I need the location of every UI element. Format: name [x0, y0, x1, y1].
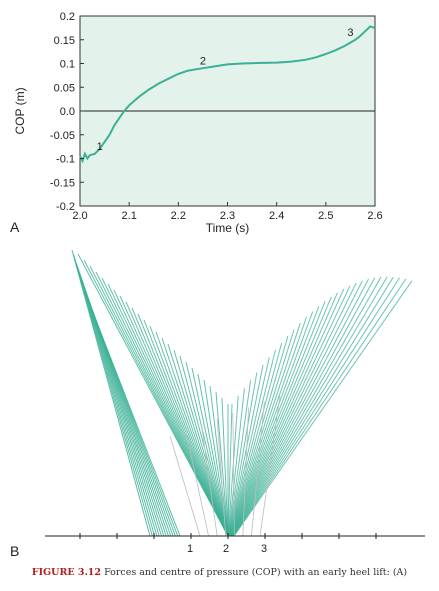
force-vector-faint [242, 407, 249, 537]
force-vector [119, 295, 229, 537]
chart-a: 2.0 2.1 2.2 2.3 2.4 2.5 2.6 0.2 0.15 0.1 0.05 0.0 -… [10, 11, 383, 235]
force-vector [229, 329, 295, 537]
point-annotation-3: 3 [347, 27, 353, 39]
force-vector [231, 285, 351, 537]
force-vector [230, 317, 307, 537]
force-vector [161, 337, 229, 537]
force-vector [113, 289, 229, 537]
force-vector-faint [185, 430, 209, 537]
force-vector [231, 292, 338, 537]
force-vector [179, 355, 229, 537]
force-vector [227, 403, 233, 537]
y-tick-label: -0.15 [50, 177, 75, 189]
caption-text: Forces and centre of pressure (COP) with… [104, 567, 408, 578]
force-vector-faint [169, 435, 201, 537]
y-tick-label: 0.1 [60, 59, 75, 71]
force-vector [91, 309, 181, 537]
force-vector [228, 380, 252, 537]
x-tick-label: 2.3 [220, 210, 235, 222]
figure-caption: FIGURE 3.12 Forces and centre of pressur… [0, 567, 439, 578]
force-vector [229, 335, 289, 537]
x-tick-label: 2.6 [367, 210, 382, 222]
y-tick-label: 0.2 [60, 11, 75, 23]
x-tick-label: 2.1 [122, 210, 137, 222]
x-tick-label: 2.0 [72, 210, 87, 222]
cop-annotation-2: 2 [223, 543, 229, 555]
force-vector [173, 349, 229, 537]
force-vector [233, 280, 413, 537]
force-vector [215, 391, 229, 537]
force-vector-faint [232, 413, 235, 537]
force-vector [229, 342, 283, 537]
force-vector [232, 277, 376, 537]
force-vector [74, 259, 156, 537]
panel-label-a: A [10, 219, 20, 235]
cop-series-line [79, 25, 376, 164]
force-vector [155, 331, 229, 537]
y-tick-label: -0.2 [56, 201, 75, 213]
force-vector [231, 282, 357, 537]
force-vector [231, 288, 345, 537]
force-vector [232, 276, 394, 537]
force-vector [143, 319, 229, 537]
y-tick-label: -0.05 [50, 130, 75, 142]
force-vector-faint [251, 401, 265, 537]
force-vector [167, 343, 229, 537]
force-vector [149, 325, 229, 537]
force-vector [191, 367, 229, 537]
y-tick-label: 0.15 [54, 35, 75, 47]
force-vector [73, 254, 153, 537]
force-vector [185, 361, 229, 537]
cop-annotation-1: 1 [187, 543, 193, 555]
force-vector [71, 249, 151, 537]
force-vector [233, 278, 407, 537]
y-tick-label: -0.1 [56, 154, 75, 166]
force-vector [197, 373, 229, 537]
force-vector [233, 277, 401, 537]
panel-label-b: B [10, 543, 19, 559]
point-annotation-1: 1 [97, 141, 103, 153]
force-vector [230, 296, 332, 537]
force-vector-faint [201, 424, 218, 537]
force-vector [125, 301, 229, 537]
y-axis-label: COP (m) [13, 87, 27, 134]
force-vector [227, 388, 245, 537]
force-vector [228, 357, 270, 537]
force-vector-faint [216, 418, 227, 537]
y-tick-label: 0.05 [54, 82, 75, 94]
cop-annotation-3: 3 [261, 543, 267, 555]
force-vector [231, 280, 363, 537]
x-tick-label: 2.4 [269, 210, 284, 222]
force-vector [137, 313, 229, 537]
force-vector [209, 385, 229, 537]
force-vector [228, 364, 264, 537]
force-vector [232, 278, 369, 537]
force-vector [230, 306, 320, 537]
force-vector [228, 349, 276, 537]
force-vector [221, 397, 229, 537]
figure-number: FIGURE 3.12 [31, 567, 102, 578]
chart-b: 1 2 3 B [10, 249, 425, 559]
force-vector [229, 323, 301, 537]
force-vector [232, 276, 382, 537]
y-tick-label: 0.0 [60, 106, 75, 118]
x-axis-label: Time (s) [206, 221, 250, 235]
point-annotation-2: 2 [200, 55, 206, 67]
x-tick-label: 2.2 [171, 210, 186, 222]
force-vector [232, 276, 388, 537]
force-vector [230, 301, 326, 537]
force-vector-faint [259, 395, 281, 537]
force-vector [228, 372, 258, 537]
x-tick-label: 2.5 [318, 210, 333, 222]
